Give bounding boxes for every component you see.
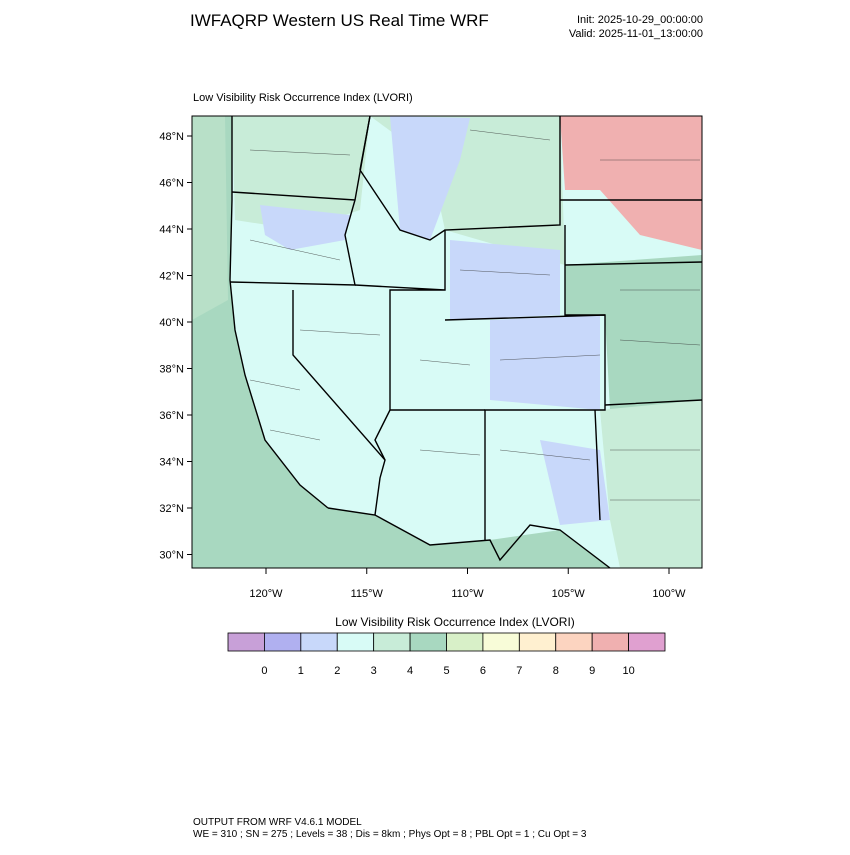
lat-label: 42°N (159, 271, 184, 283)
lon-label: 105°W (552, 588, 586, 600)
lat-label: 32°N (159, 503, 184, 515)
colorbar-label: 7 (516, 665, 522, 677)
colorbar-label: 0 (261, 665, 267, 677)
colorbar-box (227, 632, 265, 652)
colorbar-box (628, 632, 666, 652)
colorbar-label: 3 (371, 665, 377, 677)
colorbar-label: 9 (589, 665, 595, 677)
lon-label: 100°W (652, 588, 686, 600)
colorbar-label: 2 (334, 665, 340, 677)
colorbar-box (409, 632, 447, 652)
colorbar-box (300, 632, 338, 652)
colorbar-label: 4 (407, 665, 413, 677)
lat-label: 40°N (159, 317, 184, 329)
map (191, 115, 703, 569)
colorbar-box (264, 632, 302, 652)
colorbar-label: 5 (443, 665, 449, 677)
colorbar-box (591, 632, 629, 652)
lon-label: 110°W (451, 588, 484, 600)
colorbar-title: Low Visibility Risk Occurrence Index (LV… (335, 615, 575, 629)
colorbar-box (336, 632, 375, 652)
lat-label: 48°N (159, 131, 184, 143)
colorbar-label: 8 (553, 665, 559, 677)
title: IWFAQRP Western US Real Time WRF (190, 11, 489, 30)
lon-label: 120°W (249, 588, 283, 600)
lat-label: 30°N (159, 550, 184, 562)
lat-label: 44°N (159, 224, 184, 236)
colorbar-box (373, 632, 411, 652)
colorbar-label: 1 (298, 665, 304, 677)
colorbar-box (518, 632, 557, 652)
colorbar-label: 6 (480, 665, 486, 677)
colorbar-box (446, 632, 484, 652)
colorbar-box (482, 632, 520, 652)
lat-label: 46°N (159, 178, 184, 190)
footer-line: OUTPUT FROM WRF V4.6.1 MODEL (193, 817, 362, 828)
colorbar-box (555, 632, 593, 652)
lat-label: 34°N (159, 457, 184, 469)
valid-time: Valid: 2025-11-01_13:00:00 (569, 28, 703, 40)
footer-line: WE = 310 ; SN = 275 ; Levels = 38 ; Dis … (193, 829, 587, 840)
lat-label: 36°N (159, 410, 184, 422)
colorbar-label: 10 (622, 665, 634, 677)
map-title: Low Visibility Risk Occurrence Index (LV… (193, 92, 413, 104)
init-time: Init: 2025-10-29_00:00:00 (577, 14, 703, 26)
lon-label: 115°W (351, 588, 384, 600)
lat-label: 38°N (159, 364, 184, 376)
